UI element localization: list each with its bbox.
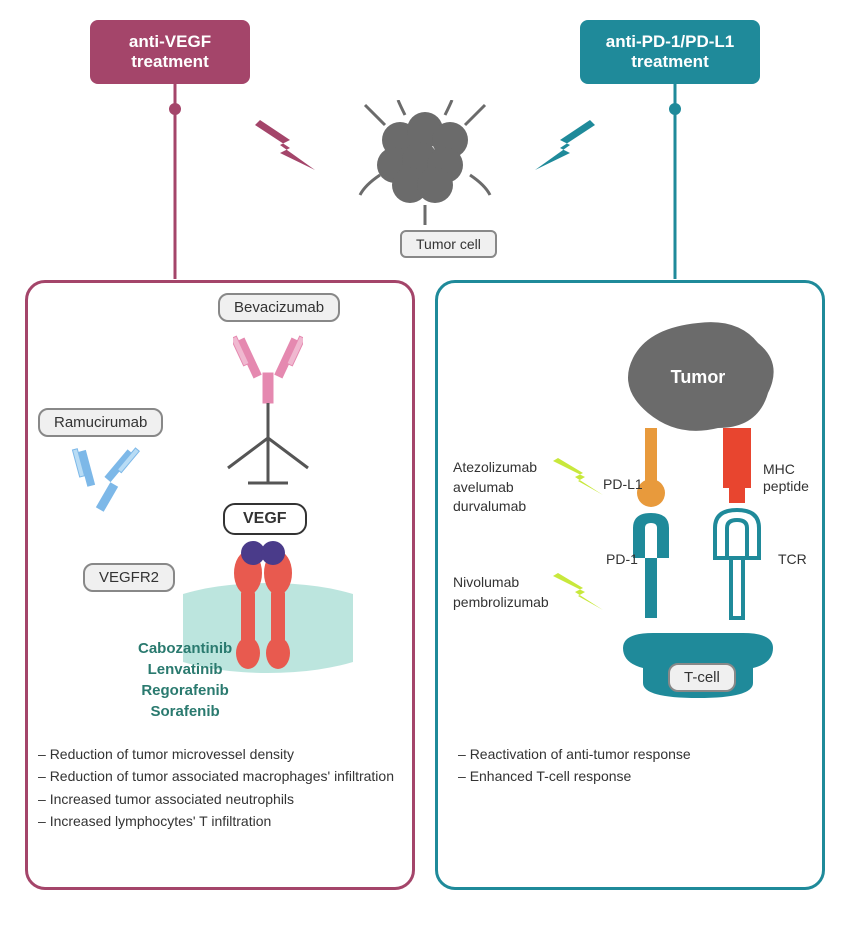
mhc-label: MHC peptide	[763, 461, 822, 495]
pdl1-label: PD-L1	[603, 476, 643, 492]
pdl1-drugs-list: Atezolizumab avelumab durvalumab	[453, 458, 537, 517]
right-effects-list: Reactivation of anti-tumor response Enha…	[458, 743, 812, 788]
lightning-right-top	[515, 115, 595, 185]
tumor-blob-icon: Tumor	[608, 313, 788, 443]
left-effects-list: Reduction of tumor microvessel density R…	[38, 743, 402, 833]
tki-drug-list: Cabozantinib Lenvatinib Regorafenib Sora…	[138, 638, 232, 722]
pd1-label: PD-1	[606, 551, 638, 567]
tumor-cell-cluster	[350, 100, 500, 230]
vegfr2-label: VEGFR2	[83, 563, 175, 592]
left-connector	[165, 79, 185, 289]
vegf-label: VEGF	[223, 503, 307, 535]
right-connector	[665, 79, 685, 289]
ramucirumab-antibody-icon	[68, 443, 148, 523]
svg-text:Tumor: Tumor	[671, 367, 726, 387]
tcell-label: T-cell	[668, 663, 736, 692]
bevacizumab-antibody-icon	[233, 328, 303, 408]
lightning-pd1	[553, 568, 613, 618]
lightning-left-top	[255, 115, 335, 185]
treatment-right-box: anti-PD-1/PD-L1 treatment	[580, 20, 760, 84]
vegf-connector	[198, 398, 318, 498]
pd1-drugs-list: Nivolumab pembrolizumab	[453, 573, 549, 612]
bevacizumab-label: Bevacizumab	[218, 293, 340, 322]
left-panel: Bevacizumab Ramucirumab	[25, 280, 415, 890]
treatment-left-box: anti-VEGF treatment	[90, 20, 250, 84]
right-panel: Tumor Atezolizumab avelumab durvalumab N…	[435, 280, 825, 890]
tcr-label: TCR	[778, 551, 807, 567]
ramucirumab-label: Ramucirumab	[38, 408, 163, 437]
tumor-cell-label: Tumor cell	[400, 230, 497, 258]
